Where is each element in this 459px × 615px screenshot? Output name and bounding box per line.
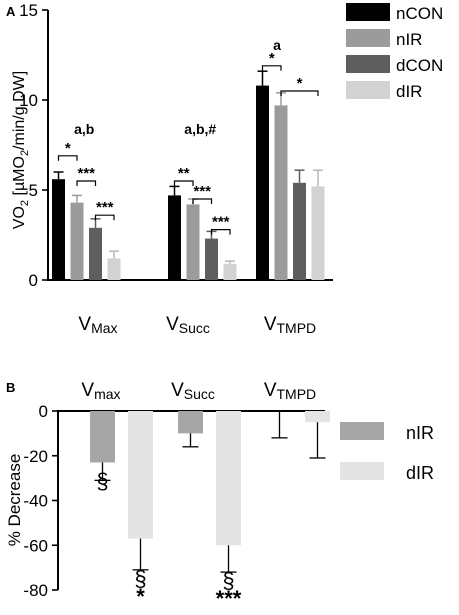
bar-nIR xyxy=(274,105,288,281)
significance-bracket xyxy=(280,90,319,96)
significance-mark: *** xyxy=(216,586,242,611)
bar-dIR xyxy=(223,263,237,280)
y-axis-label-part: /min/g DW] xyxy=(11,71,28,150)
x-category-main: V xyxy=(78,314,91,335)
chart-b: 0-20-40-60-80% Decrease §§*§***Vmax VSucc V… xyxy=(5,380,434,611)
bar-nCON xyxy=(52,179,65,280)
y-axis-label-subscript: 2 xyxy=(19,200,31,206)
legend-swatch-nIR xyxy=(340,422,384,440)
legend-swatch-dIR xyxy=(340,462,384,480)
bar-nIR xyxy=(186,204,200,280)
bar-dIR xyxy=(107,258,121,280)
significance-label: *** xyxy=(212,214,230,231)
x-category-label: VTMPD xyxy=(264,380,316,402)
x-category-sub: Succ xyxy=(184,386,215,402)
group-annotation: a,b xyxy=(74,121,94,137)
y-tick-label: 0 xyxy=(39,402,48,421)
y-tick-label: 0 xyxy=(29,271,38,290)
y-axis-label-part: [µMO xyxy=(11,156,28,200)
x-category-label: VMax xyxy=(78,314,117,336)
y-axis-label-subscript: 2 xyxy=(19,150,31,156)
x-category-sub: max xyxy=(94,386,120,402)
bar-nCON xyxy=(256,85,269,280)
significance-mark: § xyxy=(222,568,234,593)
y-tick-label: -40 xyxy=(23,492,48,511)
x-category-main: V xyxy=(166,314,179,335)
x-category-sub: Max xyxy=(91,320,117,336)
y-tick-label: 15 xyxy=(19,1,38,20)
x-category-sub: TMPD xyxy=(277,320,317,336)
group-annotation: a xyxy=(273,37,281,53)
significance-label: *** xyxy=(77,165,95,182)
y-axis-label: % Decrease xyxy=(5,454,24,547)
x-category-main: V xyxy=(264,314,277,335)
significance-label: *** xyxy=(96,199,114,216)
panel-b-label: B xyxy=(6,380,15,395)
significance-bracket xyxy=(76,180,97,186)
bar-dIR xyxy=(305,411,330,423)
bar-dIR xyxy=(128,411,153,539)
bar-nCON xyxy=(168,195,181,280)
y-axis-label-part: VO xyxy=(11,206,28,229)
x-category-main: V xyxy=(264,380,277,401)
bar-dCON xyxy=(293,182,306,280)
significance-bracket xyxy=(57,155,78,161)
legend-swatch-dIR xyxy=(346,81,390,99)
significance-label: * xyxy=(297,75,303,92)
legend-label: dCON xyxy=(396,56,443,75)
significance-mark: § xyxy=(96,468,108,493)
legend-label: dIR xyxy=(406,463,434,483)
x-category-sub: Succ xyxy=(179,320,210,336)
significance-bracket xyxy=(261,65,282,71)
group-annotation: a,b,# xyxy=(184,121,216,137)
x-category-label: VTMPD xyxy=(264,314,316,336)
y-tick-label: 10 xyxy=(19,91,38,110)
significance-bracket xyxy=(94,214,115,221)
x-category-main: V xyxy=(171,380,184,401)
significance-bracket xyxy=(173,180,194,186)
x-category-label: Vmax xyxy=(81,380,120,402)
y-tick-label: 5 xyxy=(29,181,38,200)
x-category-sub: TMPD xyxy=(277,386,317,402)
significance-label: * xyxy=(269,50,275,67)
x-category-label: VSucc xyxy=(171,380,215,402)
bar-dCON xyxy=(205,238,218,280)
bar-nIR xyxy=(70,202,84,280)
legend-label: nIR xyxy=(396,30,422,49)
significance-mark: § xyxy=(134,566,146,591)
significance-mark: * xyxy=(136,584,145,609)
legend-label: dIR xyxy=(396,82,422,101)
legend-swatch-dCON xyxy=(346,55,390,73)
bar-nIR xyxy=(90,411,115,463)
bar-dCON xyxy=(89,227,102,280)
significance-bracket xyxy=(210,229,231,235)
significance-bracket xyxy=(192,198,213,204)
bar-dIR xyxy=(311,186,325,280)
bar-dIR xyxy=(216,411,241,546)
legend-label: nIR xyxy=(406,423,434,443)
panel-a-label: A xyxy=(6,4,16,19)
significance-label: ** xyxy=(178,165,190,182)
y-tick-label: -80 xyxy=(23,581,48,600)
significance-label: *** xyxy=(193,183,211,200)
x-category-main: V xyxy=(81,380,94,401)
legend-label: nCON xyxy=(396,4,443,23)
x-category-label: VSucc xyxy=(166,314,210,336)
legend-swatch-nIR xyxy=(346,29,390,47)
y-axis-label: VO2 [µMO2/min/g DW] xyxy=(11,71,31,229)
y-tick-label: -20 xyxy=(23,447,48,466)
y-tick-label: -60 xyxy=(23,536,48,555)
legend-swatch-nCON xyxy=(346,3,390,21)
bar-nIR xyxy=(178,411,203,434)
significance-label: * xyxy=(65,140,71,157)
